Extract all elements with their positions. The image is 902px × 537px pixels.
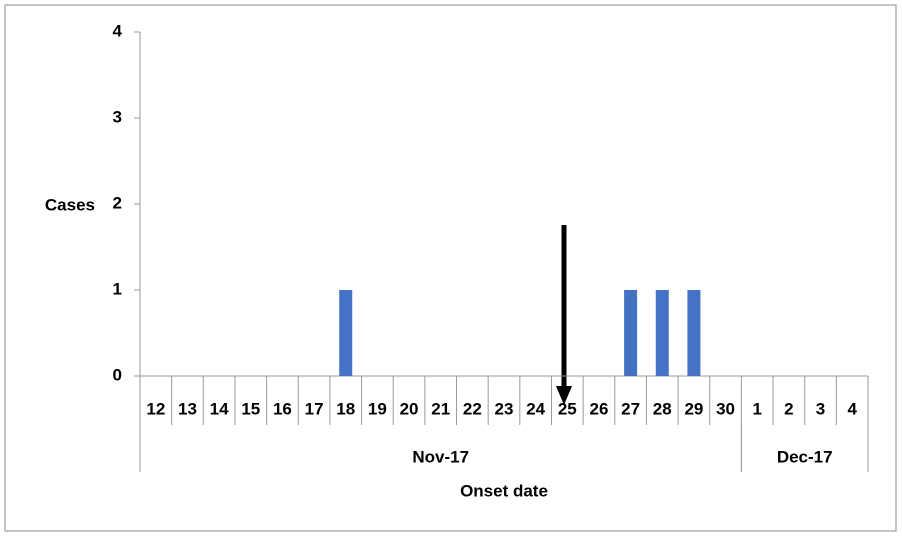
group-label: Dec-17 <box>777 447 833 466</box>
y-tick-label: 0 <box>113 365 122 384</box>
x-tick-label: 29 <box>684 399 703 418</box>
x-tick-label: 21 <box>431 399 450 418</box>
x-tick-label: 27 <box>621 399 640 418</box>
x-tick-label: 24 <box>526 399 545 418</box>
group-label: Nov-17 <box>412 447 469 466</box>
x-tick-label: 23 <box>495 399 514 418</box>
y-tick-label: 3 <box>113 107 122 126</box>
bar <box>687 290 701 376</box>
x-tick-label: 19 <box>368 399 387 418</box>
bar <box>339 290 353 376</box>
bar <box>655 290 669 376</box>
x-tick-label: 13 <box>178 399 197 418</box>
x-tick-label: 14 <box>210 399 229 418</box>
x-tick-label: 26 <box>589 399 608 418</box>
x-tick-label: 2 <box>784 399 793 418</box>
x-tick-label: 30 <box>716 399 735 418</box>
x-tick-label: 28 <box>653 399 672 418</box>
x-tick-label: 3 <box>816 399 825 418</box>
x-tick-label: 16 <box>273 399 292 418</box>
y-axis-label: Cases <box>45 195 95 214</box>
x-tick-label: 15 <box>241 399 260 418</box>
y-tick-label: 2 <box>113 193 122 212</box>
y-tick-label: 4 <box>113 21 123 40</box>
y-tick-label: 1 <box>113 279 122 298</box>
x-tick-label: 1 <box>752 399 761 418</box>
x-axis-label: Onset date <box>460 481 548 500</box>
x-tick-label: 22 <box>463 399 482 418</box>
x-tick-label: 18 <box>336 399 355 418</box>
frame <box>4 4 897 532</box>
bar <box>624 290 638 376</box>
x-tick-label: 4 <box>847 399 857 418</box>
event-arrow <box>556 225 572 405</box>
x-tick-label: 12 <box>146 399 165 418</box>
x-tick-label: 20 <box>400 399 419 418</box>
x-tick-label: 17 <box>305 399 324 418</box>
x-tick-label: 25 <box>558 399 577 418</box>
